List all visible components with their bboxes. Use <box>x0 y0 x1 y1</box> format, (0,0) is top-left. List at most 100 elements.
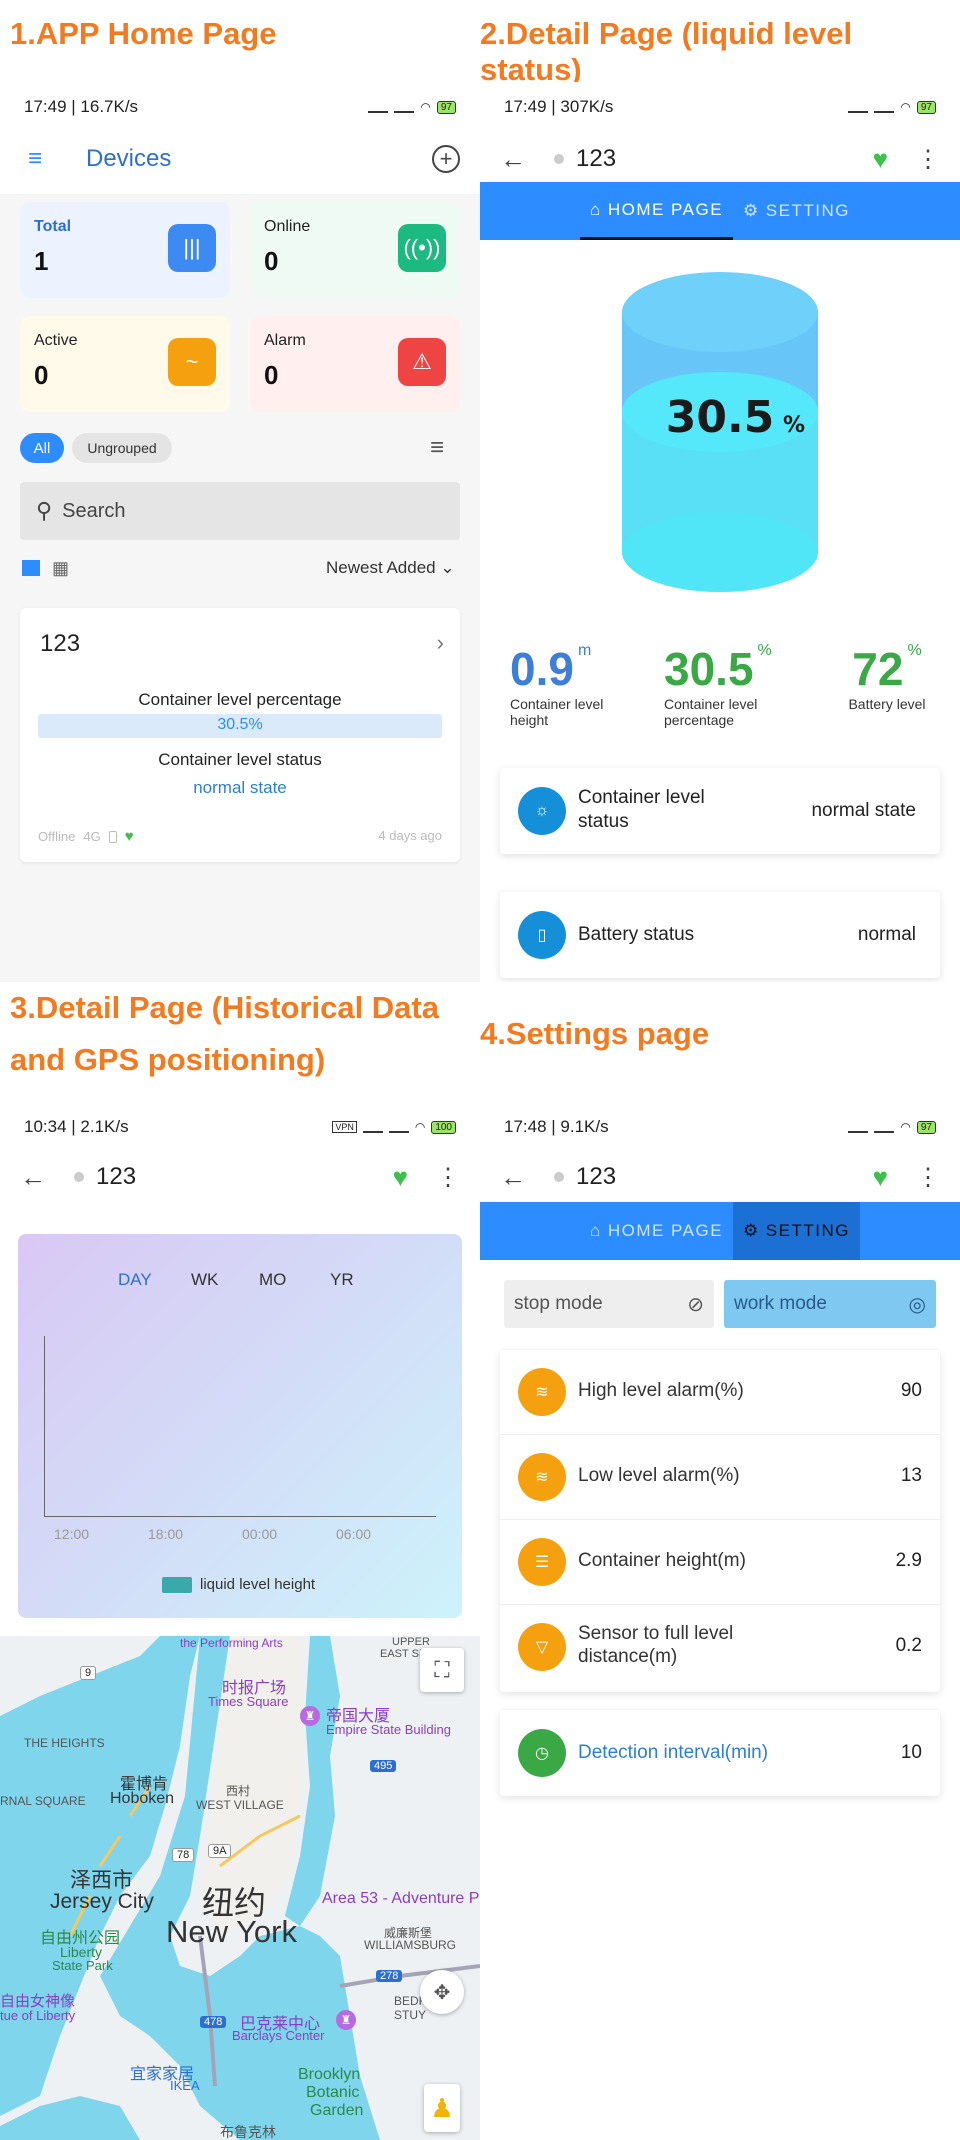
device-title: 123 <box>96 1163 137 1190</box>
status-time: 10:34 | 2.1K/s <box>24 1117 129 1136</box>
map-label: 自由州公园 <box>40 1930 121 1947</box>
list-menu-icon[interactable]: ≡ <box>430 434 445 461</box>
range-year[interactable]: YR <box>330 1270 354 1289</box>
broadcast-icon: ((•)) <box>398 224 446 272</box>
stat-card-alarm[interactable]: Alarm 0 ⚠ <box>250 316 460 412</box>
range-month[interactable]: MO <box>259 1270 287 1289</box>
map-label: Jersey City <box>50 1890 154 1913</box>
setting-high-alarm[interactable]: ≋ High level alarm(%) 90 <box>500 1350 940 1435</box>
more-vertical-icon[interactable]: ⋮ <box>436 1163 460 1191</box>
legend-label: liquid level height <box>200 1576 316 1593</box>
tank-value: 30.5 <box>666 392 775 443</box>
setting-value: 0.2 <box>895 1635 922 1656</box>
stat-card-online[interactable]: Online 0 ((•)) <box>250 202 460 298</box>
level-status-row: ☼ Container level status normal state <box>500 768 940 854</box>
map-label: 泽西市 <box>70 1869 133 1892</box>
chart-legend[interactable]: liquid level height <box>162 1576 315 1593</box>
map-pin-icon[interactable]: ♜ <box>300 1706 320 1726</box>
map-label: 时报广场 <box>222 1680 287 1697</box>
road-shield: 78 <box>172 1848 195 1862</box>
filter-all[interactable]: All <box>20 433 64 463</box>
signal-icon <box>874 101 895 113</box>
heart-icon[interactable]: ♥ <box>392 1161 408 1192</box>
setting-sensor-distance[interactable]: ▽ Sensor to full level distance(m) 0.2 <box>500 1605 940 1690</box>
setting-value: 90 <box>900 1380 922 1401</box>
setting-label: Sensor to full level distance(m) <box>578 1623 734 1667</box>
detail-toolbar: ← 123 ♥ ⋮ <box>0 1142 480 1212</box>
back-arrow-icon[interactable]: ← <box>20 1161 46 1192</box>
recenter-icon[interactable]: ✥ <box>420 1970 464 2014</box>
metric-label: Battery level <box>848 696 926 712</box>
range-day[interactable]: DAY <box>118 1270 152 1289</box>
map-label: 布鲁克林 <box>220 2124 276 2140</box>
x-tick: 12:00 <box>54 1526 90 1542</box>
search-input[interactable]: ⚲ Search <box>20 482 460 540</box>
sort-dropdown[interactable]: Newest Added ⌄ <box>326 558 455 578</box>
stop-mode-button[interactable]: stop mode ⊘ <box>504 1280 714 1328</box>
heart-icon[interactable]: ♥ <box>872 143 888 174</box>
legend-swatch <box>162 1576 192 1593</box>
tab-home[interactable]: ⌂ HOME PAGE <box>580 1202 733 1260</box>
map-label: 巴克莱中心 <box>240 2016 321 2033</box>
fullscreen-icon[interactable]: ⛶ <box>420 1648 464 1692</box>
list-view-icon[interactable] <box>22 560 40 576</box>
tank-bottom <box>622 512 818 592</box>
filter-ungrouped[interactable]: Ungrouped <box>72 433 172 463</box>
device-title: 123 <box>576 145 617 172</box>
battery-status-row: ▯ Battery status normal <box>500 892 940 978</box>
device-title: 123 <box>576 1163 617 1190</box>
map-label: New York <box>166 1914 297 1949</box>
setting-detection-interval[interactable]: ◷ Detection interval(min) 10 <box>500 1710 940 1796</box>
map-label: Brooklyn <box>298 2066 361 2083</box>
liquid-surface <box>622 372 818 452</box>
road-shield: 9 <box>80 1666 97 1680</box>
battery-icon: 97 <box>916 1120 936 1134</box>
setting-low-alarm[interactable]: ≋ Low level alarm(%) 13 <box>500 1435 940 1520</box>
tab-home[interactable]: ⌂ HOME PAGE <box>580 182 734 240</box>
setting-container-height[interactable]: ☰ Container height(m) 2.9 <box>500 1520 940 1605</box>
stat-card-total[interactable]: Total 1 ||| <box>20 202 230 298</box>
work-mode-label: work mode <box>734 1293 827 1314</box>
map-label: Barclays Center <box>232 2028 325 2043</box>
status-bar: 17:49 | 16.7K/s ◠ 97 <box>0 82 480 132</box>
tab-setting[interactable]: ⚙ SETTING <box>733 182 860 240</box>
map-label: RNAL SQUARE <box>0 1794 86 1808</box>
tab-setting[interactable]: ⚙ SETTING <box>733 1202 860 1260</box>
device-card[interactable]: 123 › Container level percentage 30.5% C… <box>20 608 460 862</box>
menu-icon[interactable]: ≡ <box>27 145 42 172</box>
signal-icon <box>362 1121 383 1133</box>
chevron-right-icon[interactable]: › <box>436 630 444 655</box>
more-vertical-icon[interactable]: ⋮ <box>916 1163 940 1191</box>
road-shield: 478 <box>200 2016 227 2028</box>
add-device-icon[interactable]: + <box>432 145 460 173</box>
alarm-light-icon: ☼ <box>518 787 566 835</box>
tab-home-label: HOME PAGE <box>607 1221 724 1240</box>
grid-view-icon[interactable]: ▦ <box>52 558 70 578</box>
more-vertical-icon[interactable]: ⋮ <box>916 145 940 173</box>
heart-icon[interactable]: ♥ <box>872 1161 888 1192</box>
pegman-icon[interactable]: ♟ <box>424 2084 460 2132</box>
last-seen: 4 days ago <box>378 828 442 843</box>
x-tick: 18:00 <box>148 1526 184 1542</box>
status-dot <box>554 1172 564 1182</box>
back-arrow-icon[interactable]: ← <box>500 1161 526 1192</box>
detail-toolbar: ← 123 ♥ ⋮ <box>480 1142 960 1212</box>
gps-map[interactable]: the Performing Arts UPPER EAST SIDE 时报广场… <box>0 1636 480 2140</box>
stat-card-active[interactable]: Active 0 ~ <box>20 316 230 412</box>
tank-unit: % <box>783 413 805 438</box>
work-mode-button[interactable]: work mode ◎ <box>724 1280 936 1328</box>
section-title-home: 1.APP Home Page <box>10 16 277 51</box>
back-arrow-icon[interactable]: ← <box>500 143 526 174</box>
signal-off-icon: ⊘ <box>687 1293 704 1316</box>
range-week[interactable]: WK <box>191 1270 219 1289</box>
cup-icon: ▽ <box>518 1623 566 1671</box>
stat-value: 0 <box>264 360 279 390</box>
map-label: 威廉斯堡 <box>384 1926 433 1940</box>
map-pin-icon[interactable]: ♜ <box>336 2010 356 2030</box>
row-label: Container level status <box>578 787 705 832</box>
detail-level-screen: 17:49 | 307K/s ◠ 97 ← 123 ♥ ⋮ ⌂ HOME PAGE … <box>480 82 960 982</box>
search-icon: ⚲ <box>36 498 53 523</box>
setting-value: 10 <box>900 1742 922 1763</box>
stop-mode-label: stop mode <box>514 1293 603 1314</box>
road-shield: 278 <box>376 1970 403 1982</box>
